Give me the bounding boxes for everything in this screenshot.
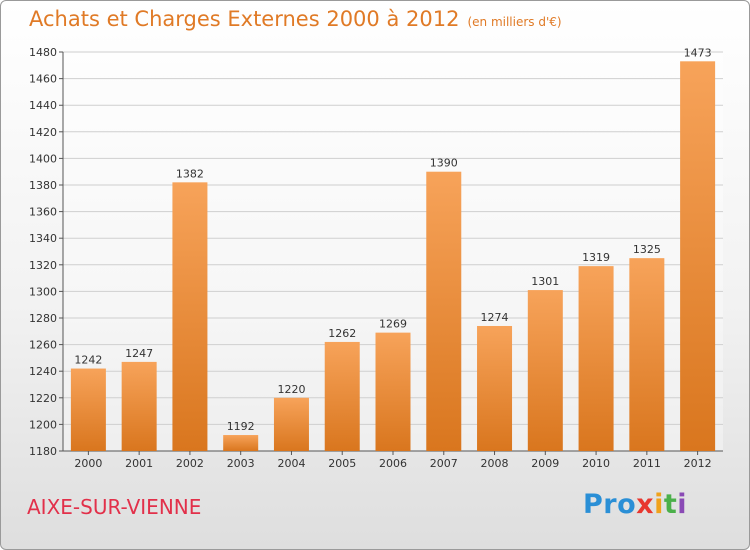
data-label-2001: 1247 [125,347,153,360]
data-label-2004: 1220 [277,383,305,396]
y-tick-label: 1460 [29,73,57,86]
data-label-2003: 1192 [227,420,255,433]
bars [70,61,716,452]
x-tick-label-2003: 2003 [227,457,255,470]
bar-2005 [324,341,360,451]
bar-2012 [680,61,716,452]
x-tick-label-2007: 2007 [430,457,458,470]
logo-part-5: i [677,489,688,520]
y-tick-label: 1440 [29,99,57,112]
chart-title: Achats et Charges Externes 2000 à 2012 (e… [29,7,562,31]
bar-2004 [273,397,309,451]
bar-2002 [172,182,208,451]
data-label-2010: 1319 [582,251,610,264]
bar-2006 [375,332,411,451]
data-label-2011: 1325 [633,243,661,256]
logo-part-1: Pro [583,489,637,520]
data-label-2007: 1390 [430,157,458,170]
bar-2000 [70,368,106,451]
x-tick-label-2002: 2002 [176,457,204,470]
x-tick-label-2009: 2009 [531,457,559,470]
data-label-2005: 1262 [328,327,356,340]
y-tick-labels: 1180 1200 1220 1240 1260 1280 1300 1320 1340 1360… [29,46,57,458]
y-tick-label: 1360 [29,206,57,219]
bar-2007 [426,171,462,451]
chart-title-text: Achats et Charges Externes 2000 à 2012 [29,7,460,31]
x-tick-label-2006: 2006 [379,457,407,470]
y-tick-label: 1300 [29,285,57,298]
data-labels: 1242 1247 1382 1192 1220 1262 1269 1390 1274 1301… [74,46,711,433]
data-label-2012: 1473 [684,46,712,59]
x-tick-label-2008: 2008 [481,457,509,470]
bar-2008 [477,325,513,451]
bar-2001 [121,361,157,451]
x-tick-label-2010: 2010 [582,457,610,470]
bar-2003 [223,435,259,451]
data-label-2006: 1269 [379,318,407,331]
chart-subtitle: (en milliers d'€) [467,15,562,29]
y-tick-label: 1180 [29,445,57,458]
logo-part-3: i [654,489,664,520]
y-tick-label: 1380 [29,179,57,192]
y-tick-label: 1220 [29,392,57,405]
data-label-2002: 1382 [176,167,204,180]
x-tick-label-2001: 2001 [125,457,153,470]
y-tick-label: 1400 [29,152,57,165]
bar-2009 [527,290,563,451]
bar-2011 [629,258,665,451]
logo-part-4: t [663,489,678,520]
y-tick-label: 1200 [29,418,57,431]
logo-part-2: x [636,489,655,520]
y-tick-label: 1260 [29,339,57,352]
data-label-2008: 1274 [481,311,509,324]
y-tick-label: 1280 [29,312,57,325]
x-tick-label-2000: 2000 [74,457,102,470]
y-tick-label: 1340 [29,232,57,245]
x-tick-labels: 2000 2001 2002 2003 2004 2005 2006 2007 2008 2009… [74,457,711,470]
y-tick-label: 1480 [29,46,57,59]
bar-2010 [578,266,614,451]
y-tick-label: 1240 [29,365,57,378]
x-tick-label-2012: 2012 [684,457,712,470]
y-tick-label: 1320 [29,259,57,272]
proxiti-logo: Proxiti [583,489,687,520]
location-name: AIXE-SUR-VIENNE [27,495,202,519]
y-tick-label: 1420 [29,126,57,139]
x-tick-label-2005: 2005 [328,457,356,470]
x-tick-label-2011: 2011 [633,457,661,470]
x-tick-label-2004: 2004 [277,457,305,470]
data-label-2000: 1242 [74,354,102,367]
data-label-2009: 1301 [531,275,559,288]
